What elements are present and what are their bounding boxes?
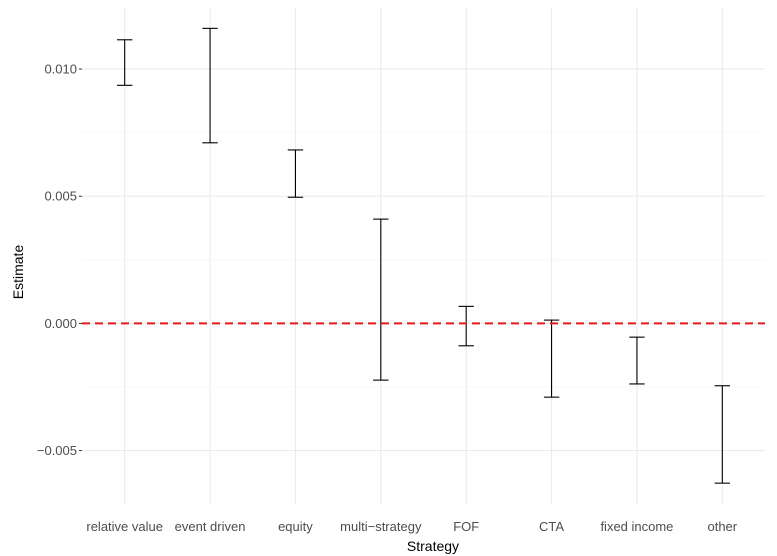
error-bar [629,336,645,385]
x-tick-label: equity [278,519,313,534]
error-bar [543,319,560,398]
x-axis: relative value event driven equity multi−st… [86,519,737,534]
error-bar [117,39,133,86]
x-tick-label: fixed income [600,519,673,534]
error-bar [202,27,218,144]
x-tick-label: FOF [453,519,479,534]
x-tick-label: other [707,519,737,534]
error-bar [373,218,389,381]
y-axis: −0.005 0.000 0.005 0.010 [37,62,82,458]
y-tick-label: 0.000 [44,316,77,331]
x-tick-label: multi−strategy [340,519,422,534]
error-bars [117,27,730,484]
grid [82,8,765,504]
y-tick-label: 0.005 [44,189,77,204]
error-bar [714,385,730,484]
error-bar [458,305,474,347]
x-tick-label: relative value [86,519,163,534]
y-tick-label: 0.010 [44,62,77,77]
x-tick-label: event driven [175,519,246,534]
error-bar [287,149,304,198]
x-tick-label: CTA [539,519,564,534]
y-tick-label: −0.005 [37,443,77,458]
x-axis-title: Strategy [407,538,459,554]
y-axis-title: Estimate [10,245,26,300]
